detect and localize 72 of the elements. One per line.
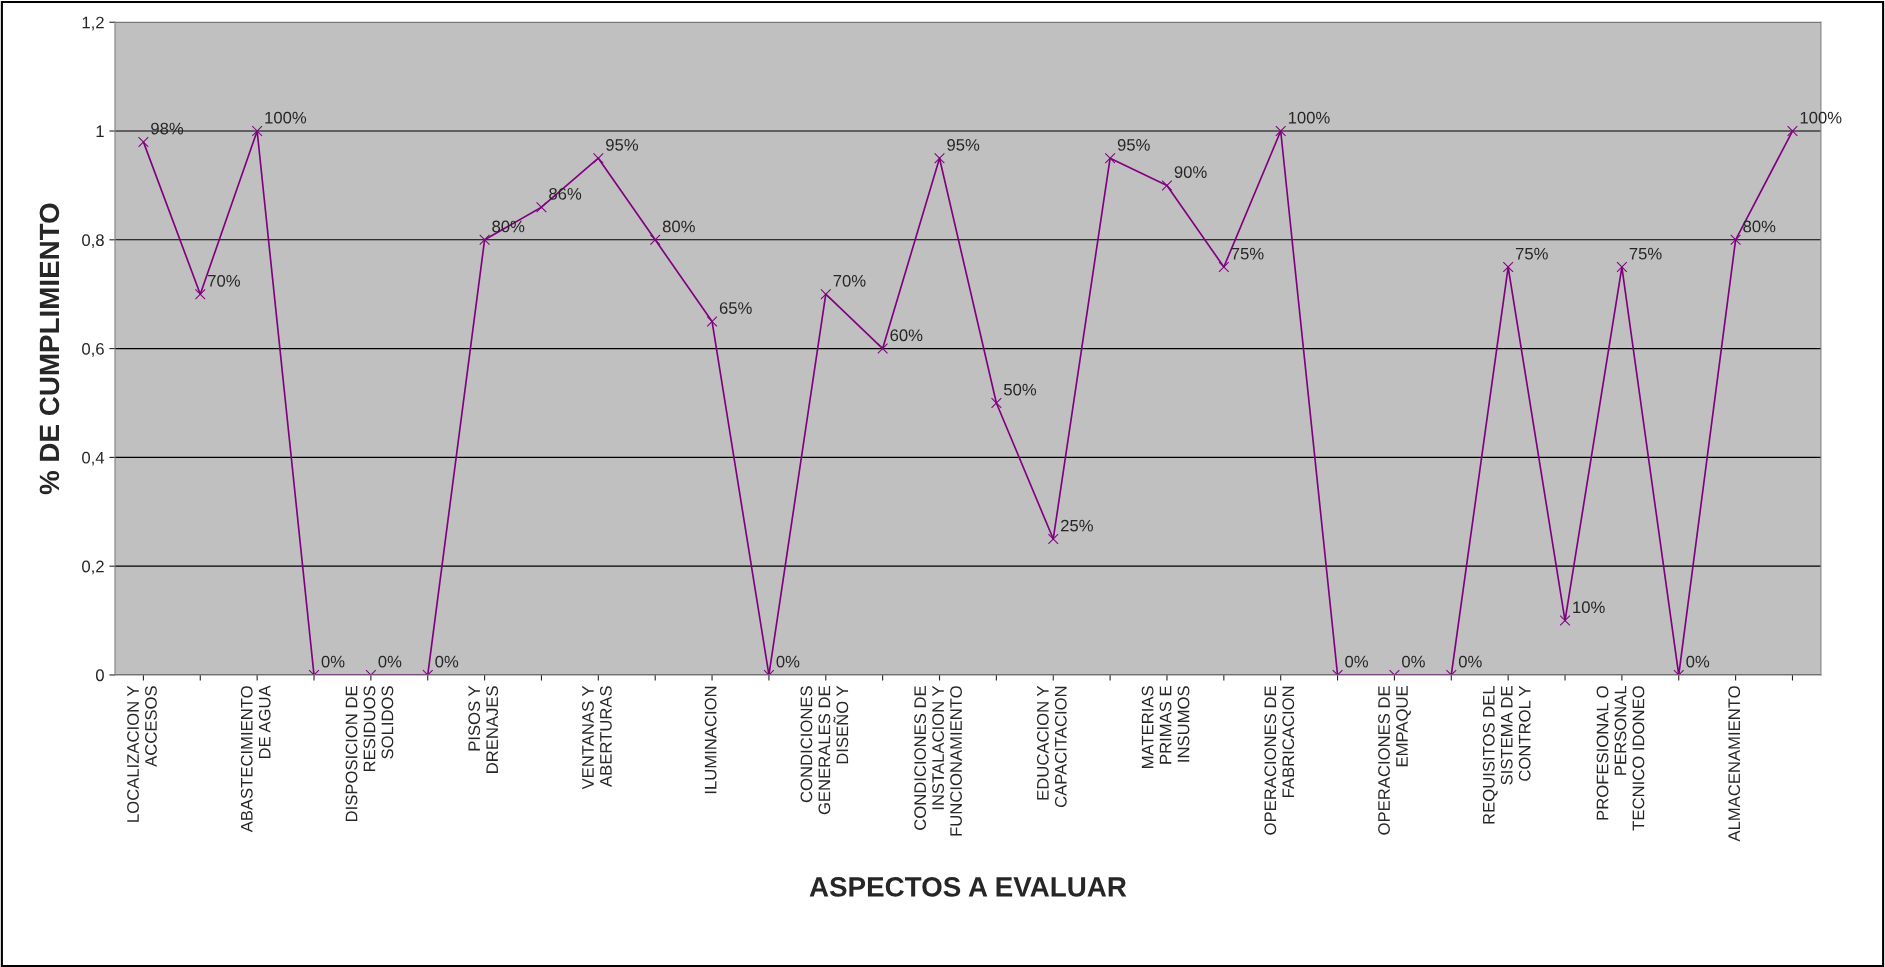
y-tick-label: 0,6 <box>82 343 104 357</box>
point <box>1161 180 1173 191</box>
data-label: 80% <box>662 220 695 233</box>
data-label: 0% <box>1345 655 1368 668</box>
data-label: 0% <box>1458 655 1482 668</box>
point <box>536 201 547 213</box>
point <box>1502 261 1514 273</box>
x-tick-label: PROFESIONAL O PERSONAL TECNICO IDONEO <box>1596 685 1645 831</box>
point <box>1047 533 1059 545</box>
point <box>592 152 604 164</box>
x-tick-label: DISPOSICION DE RESIDUOS SOLIDOS <box>345 686 394 822</box>
x-axis-title: ASPECTOS A EVALUAR <box>809 877 1127 897</box>
point <box>138 136 149 148</box>
data-label: 50% <box>1003 383 1037 396</box>
point <box>1218 261 1230 273</box>
x-tick-label: ALMACENAMIENTO <box>1728 686 1741 842</box>
point <box>706 316 718 327</box>
point <box>194 288 206 300</box>
data-label: 70% <box>208 274 240 287</box>
point <box>991 397 1002 409</box>
data-label: 0% <box>321 655 345 668</box>
data-label: 0% <box>1686 655 1710 668</box>
y-tick-label: 0 <box>95 669 104 682</box>
y-tick-label: 1,2 <box>82 16 104 31</box>
y-tick-label: 1 <box>96 125 104 138</box>
data-label: 60% <box>890 329 923 342</box>
x-tick-label: ABASTECIMIENTO DE AGUA <box>240 685 271 833</box>
data-label: 75% <box>1629 247 1662 260</box>
y-tick-label: 0,8 <box>82 234 104 248</box>
data-label: 0% <box>1402 655 1425 668</box>
point <box>251 125 263 137</box>
x-tick-label: LOCALIZACION Y ACCESOS <box>127 685 157 822</box>
data-label: 0% <box>776 655 800 668</box>
data-label: 95% <box>606 138 639 151</box>
point <box>934 152 945 164</box>
data-label: 65% <box>719 302 752 314</box>
data-label: 10% <box>1573 601 1605 614</box>
x-tick-label: REQUISITOS DEL SISTEMA DE CONTROL Y <box>1482 685 1531 824</box>
x-tick-label: CONDICIONES DE INSTALACION Y FUNCIONAMIENTO <box>914 685 962 836</box>
data-label: 25% <box>1061 519 1093 532</box>
data-label: 100% <box>265 111 307 124</box>
point <box>479 234 490 246</box>
data-label: 75% <box>1231 247 1264 260</box>
data-label: 95% <box>1117 138 1150 151</box>
data-label: 70% <box>833 274 866 287</box>
point <box>1787 125 1798 137</box>
point <box>1730 234 1741 246</box>
point <box>1616 261 1628 273</box>
point <box>820 288 832 300</box>
point <box>649 234 661 246</box>
point <box>1275 125 1287 137</box>
data-label: 90% <box>1174 166 1207 178</box>
x-tick-label: PISOS Y DRENAJES <box>468 685 499 773</box>
data-label: 0% <box>435 655 459 668</box>
y-tick-label: 0,2 <box>82 560 104 575</box>
data-label: 95% <box>947 138 980 151</box>
x-tick-label: OPERACIONES DE EMPAQUE <box>1378 686 1411 835</box>
x-tick-label: MATERIAS PRIMAS E INSUMOS <box>1141 686 1190 768</box>
x-tick-label: ILUMINACION <box>704 686 717 794</box>
x-tick-label: CONDICIONES GENERALES DE DISEÑO Y <box>800 685 849 815</box>
data-label: 100% <box>1800 111 1842 124</box>
x-tick-label: OPERACIONES DE FABRICACION <box>1264 686 1295 835</box>
data-label: 0% <box>378 655 402 668</box>
y-tick-label: 0,4 <box>82 451 105 466</box>
x-tick-label: EDUCACION Y CAPACITACION <box>1036 685 1067 808</box>
data-label: 75% <box>1515 247 1548 260</box>
point <box>1104 152 1116 164</box>
x-tick-label: VENTANAS Y ABERTURAS <box>582 685 612 790</box>
data-label: 100% <box>1288 111 1330 124</box>
data-label: 80% <box>1743 220 1776 233</box>
y-axis-title: % DE CUMPLIMIENTO <box>39 203 60 495</box>
point <box>877 343 889 354</box>
